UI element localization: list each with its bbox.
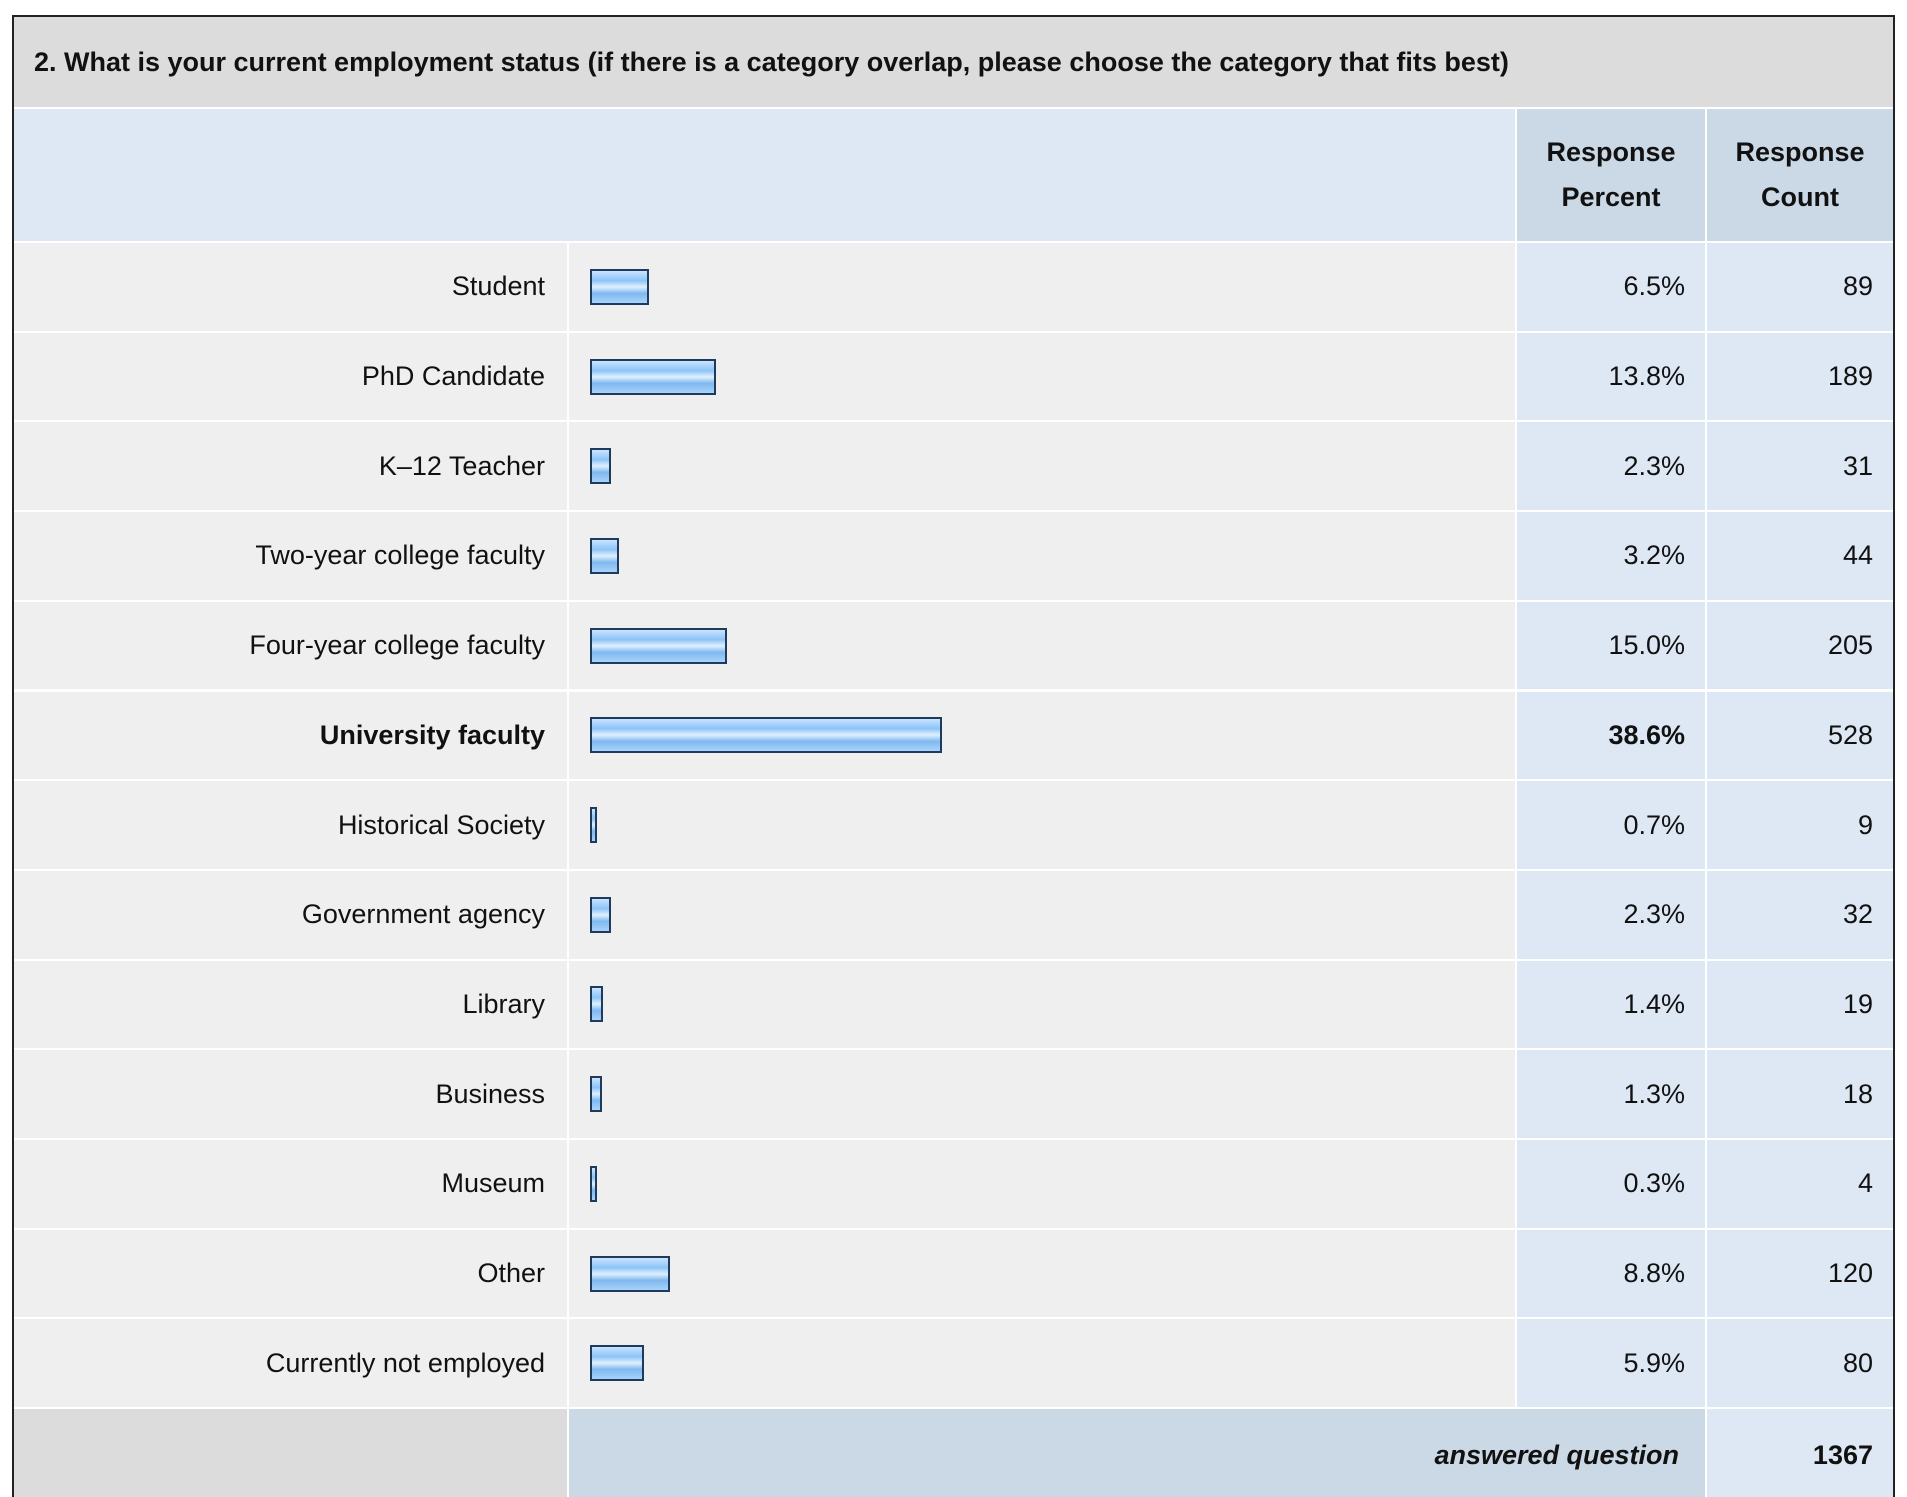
count: 80 [1707, 1319, 1893, 1408]
count: 9 [1707, 781, 1893, 869]
bar [590, 627, 727, 664]
row-label: University faculty [14, 691, 567, 780]
bar [590, 268, 650, 305]
percent: 2.3% [1517, 422, 1705, 511]
percent: 8.8% [1517, 1229, 1705, 1318]
bar-cell [569, 960, 1515, 1049]
row-label: PhD Candidate [14, 332, 567, 421]
bar-cell [569, 1319, 1515, 1408]
percent: 38.6% [1517, 691, 1705, 780]
percent: 5.9% [1517, 1319, 1705, 1408]
row-label: Historical Society [14, 781, 567, 869]
percent: 15.0% [1517, 601, 1705, 690]
bar [590, 807, 597, 844]
count: 89 [1707, 243, 1893, 331]
bar-cell [569, 422, 1515, 511]
count: 205 [1707, 601, 1893, 690]
bar-cell [569, 243, 1515, 331]
percent: 1.3% [1517, 1050, 1705, 1138]
row-label: Two-year college faculty [14, 512, 567, 600]
percent: 13.8% [1517, 332, 1705, 421]
row-label: Currently not employed [14, 1319, 567, 1408]
header-blank [14, 109, 1515, 241]
count: 18 [1707, 1050, 1893, 1138]
question-title: 2. What is your current employment statu… [14, 17, 1893, 107]
count: 19 [1707, 960, 1893, 1049]
bar [590, 986, 603, 1023]
row-label: Other [14, 1229, 567, 1318]
percent: 0.7% [1517, 781, 1705, 869]
count: 528 [1707, 691, 1893, 780]
bar-cell [569, 1229, 1515, 1318]
count: 4 [1707, 1140, 1893, 1228]
bar-cell [569, 781, 1515, 869]
bar [590, 448, 611, 485]
row-label: Government agency [14, 870, 567, 959]
bar [590, 358, 716, 395]
footer-total: 1367 [1707, 1409, 1893, 1497]
row-label: Business [14, 1050, 567, 1138]
bar [590, 537, 620, 574]
bar [590, 1165, 597, 1202]
bar-cell [569, 1050, 1515, 1138]
bar-cell [569, 512, 1515, 600]
percent: 2.3% [1517, 870, 1705, 959]
survey-table: 2. What is your current employment statu… [12, 15, 1895, 1497]
bar [590, 1076, 602, 1113]
row-label: Museum [14, 1140, 567, 1228]
row-label: Four-year college faculty [14, 601, 567, 690]
bar [590, 896, 611, 933]
bar [590, 1255, 671, 1292]
bar [590, 717, 943, 754]
count: 120 [1707, 1229, 1893, 1318]
header-count: Response Count [1707, 109, 1893, 241]
count: 44 [1707, 512, 1893, 600]
row-label: K–12 Teacher [14, 422, 567, 511]
header-percent: Response Percent [1517, 109, 1705, 241]
footer-label: answered question [569, 1409, 1705, 1497]
count: 189 [1707, 332, 1893, 421]
footer-blank [14, 1409, 567, 1497]
count: 31 [1707, 422, 1893, 511]
percent: 1.4% [1517, 960, 1705, 1049]
count: 32 [1707, 870, 1893, 959]
bar-cell [569, 870, 1515, 959]
row-label: Library [14, 960, 567, 1049]
bar [590, 1345, 644, 1382]
percent: 3.2% [1517, 512, 1705, 600]
row-label: Student [14, 243, 567, 331]
percent: 6.5% [1517, 243, 1705, 331]
bar-cell [569, 332, 1515, 421]
percent: 0.3% [1517, 1140, 1705, 1228]
bar-cell [569, 1140, 1515, 1228]
